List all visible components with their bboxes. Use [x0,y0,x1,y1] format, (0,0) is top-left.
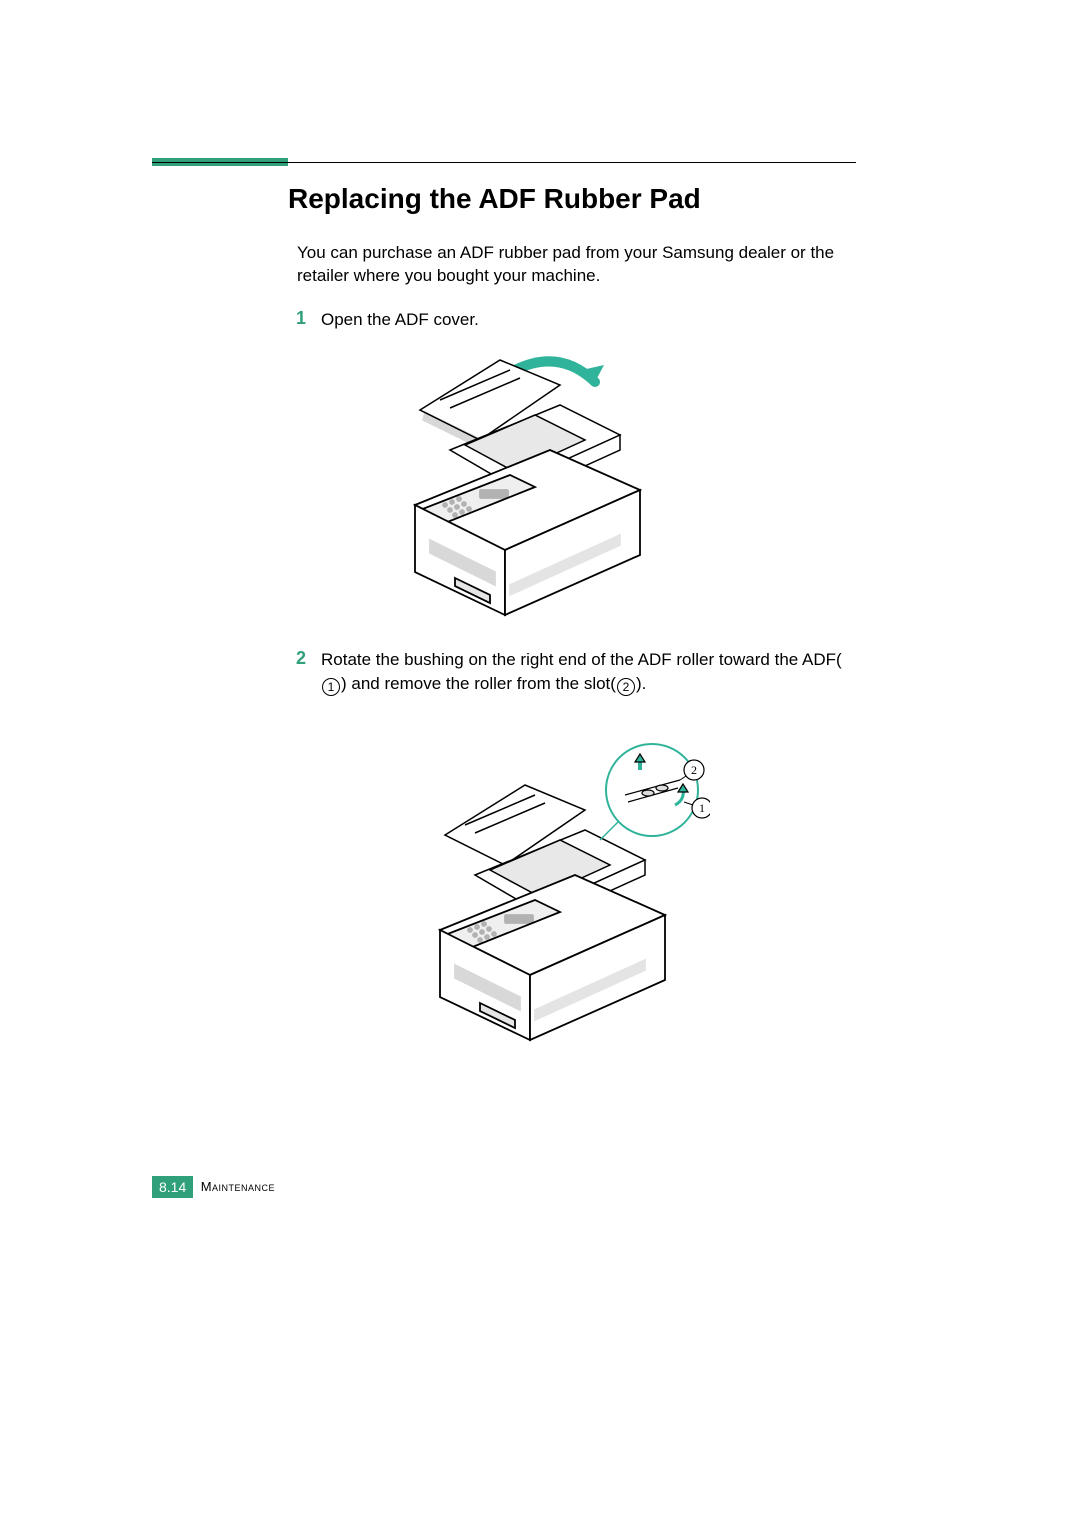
figure-2-callout-label-2: 2 [691,763,697,777]
page-footer: 8.14 Maintenance [152,1176,275,1198]
step-2-number: 2 [296,648,306,669]
step-2-text-before: Rotate the bushing on the right end of t… [321,650,842,669]
step-2-text-mid: ) and remove the roller from the slot( [341,674,616,693]
figure-2-printer: 2 1 [380,740,710,1065]
step-2-text: Rotate the bushing on the right end of t… [321,648,857,696]
figure-2-callout-label-1: 1 [699,801,705,815]
page-title: Replacing the ADF Rubber Pad [288,183,701,215]
figure-1-printer [360,340,660,635]
step-2: 2 Rotate the bushing on the right end of… [297,648,857,696]
intro-paragraph: You can purchase an ADF rubber pad from … [297,242,857,288]
step-2-text-after: ). [636,674,646,693]
header-rule [152,162,856,163]
section-label: Maintenance [201,1179,275,1194]
step-2-callout-2-inline: 2 [617,678,635,696]
step-1: 1 Open the ADF cover. [297,308,857,332]
page-number-badge: 8.14 [152,1176,193,1198]
step-1-text: Open the ADF cover. [321,308,857,332]
step-1-number: 1 [296,308,306,329]
step-2-callout-1-inline: 1 [322,678,340,696]
